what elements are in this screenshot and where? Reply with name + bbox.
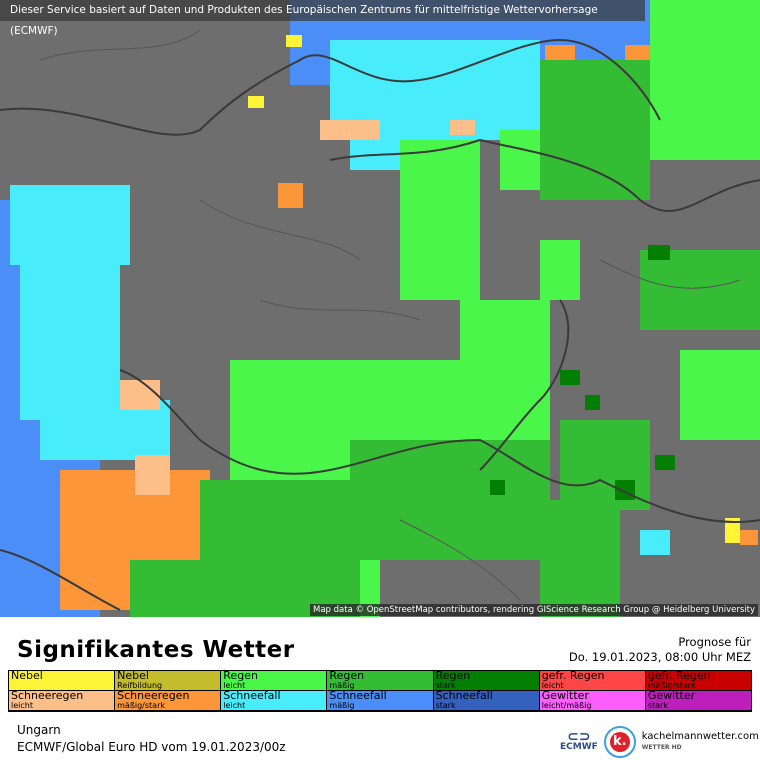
forecast-time: Do. 19.01.2023, 08:00 Uhr MEZ [568,650,751,664]
ecmwf-logo: ⊂⊃ ECMWF [560,729,598,752]
legend-sublabel: leicht [541,681,564,690]
legend-sublabel: mäßig/stark [647,681,696,690]
region-name: Ungarn [17,723,61,737]
legend-label: Schneefall [435,691,493,702]
legend-label: Regen [435,671,471,682]
legend-sublabel: leicht [223,681,246,690]
legend-label: Schneefall [223,691,281,702]
legend-sublabel: leicht/mäßig [541,701,592,710]
country-borders [0,38,760,611]
model-run: ECMWF/Global Euro HD vom 19.01.2023/00z [17,740,286,754]
forecast-label: Prognose für [678,635,751,649]
legend-item: Schneefall leicht [221,691,328,711]
legend-sublabel: leicht [11,701,33,710]
precipitation-overlay [0,0,760,617]
weather-map[interactable]: Dieser Service basiert auf Daten und Pro… [0,0,760,617]
legend-sublabel: stark [435,681,456,690]
legend-label: gefr. Regen [541,671,605,682]
legend-item: Regen stark [433,671,540,691]
legend-item: Schneeregen leicht [9,691,116,711]
legend-sublabel: stark [647,701,668,710]
legend-item: Nebel [9,671,116,691]
logos: ⊂⊃ ECMWF k. kachelmannwetter.com WETTER HD [560,726,759,758]
legend-item: Schneefall stark [433,691,540,711]
sleet-light-areas [120,120,475,495]
legend-sublabel: mäßig [329,701,355,710]
legend-label: Schneeregen [117,691,190,702]
page-title: Signifikantes Wetter [17,637,295,663]
legend-label: Nebel [117,671,149,682]
legend-item: Schneefall mäßig [327,691,434,711]
legend-item: Regen leicht [221,671,328,691]
kachelmann-brand[interactable]: kachelmannwetter.com WETTER HD [641,731,759,751]
legend-label: Schneeregen [11,691,84,702]
legend-item: gefr. Regen mäßig/stark [645,671,752,691]
legend-label: Nebel [11,671,43,682]
legend-item: Regen mäßig [327,671,434,691]
legend-label: gefr. Regen [647,671,711,682]
data-source-banner: Dieser Service basiert auf Daten und Pro… [0,0,645,37]
legend-item: Gewitter leicht/mäßig [539,691,646,711]
legend-label: Gewitter [647,691,696,702]
legend-sublabel: Reifbildung [117,681,163,690]
map-attribution: Map data © OpenStreetMap contributors, r… [310,604,758,616]
legend-item: Nebel Reifbildung [115,671,222,691]
region-borders [39,29,741,601]
legend-item: Schneeregen mäßig/stark [115,691,222,711]
legend-label: Schneefall [329,691,387,702]
forecast-info: Prognose für Do. 19.01.2023, 08:00 Uhr M… [569,635,751,665]
legend-label: Gewitter [541,691,589,702]
legend-label: Regen [329,671,365,682]
legend: Nebel Nebel Reifbildung Regen leicht Regen mäß… [8,670,752,712]
fog-areas [248,35,740,543]
ecmwf-icon: ⊂⊃ [567,729,591,745]
legend-sublabel: stark [435,701,456,710]
legend-item: Gewitter stark [645,691,752,711]
legend-sublabel: mäßig [329,681,355,690]
legend-sublabel: leicht [223,701,246,710]
kachelmann-logo-icon: k. [603,726,636,758]
legend-label: Regen [223,671,258,682]
legend-sublabel: mäßig/stark [117,701,165,710]
legend-item: gefr. Regen leicht [539,671,646,691]
rain-moderate-areas [130,60,760,617]
